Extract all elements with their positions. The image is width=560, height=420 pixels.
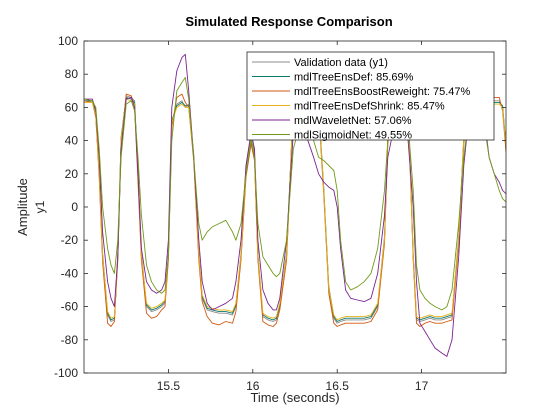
legend-box <box>246 51 495 141</box>
y-axis-label: Amplitude <box>15 178 30 236</box>
legend-label: mdlWaveletNet: 57.06% <box>294 115 412 127</box>
y-tick-label: 60 <box>65 100 79 114</box>
series-lines <box>84 53 506 357</box>
x-axis-label: Time (seconds) <box>250 390 339 405</box>
chart-title: Simulated Response Comparison <box>185 14 392 29</box>
series-line-5 <box>84 77 506 311</box>
y-tick-label: -80 <box>61 333 79 347</box>
channel-label: y1 <box>33 200 47 213</box>
series-line-3 <box>84 98 506 321</box>
y-tick-label: 20 <box>65 167 79 181</box>
x-axis-ticks: 15.5 16 16.5 17 <box>157 41 429 393</box>
x-tick-label: 16.5 <box>326 379 350 393</box>
x-tick-label: 17 <box>415 379 429 393</box>
y-axis-ticks: -100 -80 -60 -40 -20 0 20 40 60 80 100 <box>54 34 506 380</box>
y-tick-label: -20 <box>61 233 79 247</box>
legend-label: mdlTreeEnsDefShrink: 85.47% <box>294 101 445 113</box>
legend: Validation data (y1) mdlTreeEnsDef: 85.69… <box>246 51 495 142</box>
legend-label: Validation data (y1) <box>294 57 388 69</box>
series-line-4 <box>84 53 506 357</box>
y-tick-label: 40 <box>65 134 79 148</box>
legend-label: mdlTreeEnsBoostReweight: 75.47% <box>294 86 471 98</box>
y-tick-label: 100 <box>58 34 78 48</box>
y-tick-label: -40 <box>61 266 79 280</box>
x-tick-label: 15.5 <box>157 379 181 393</box>
legend-label: mdlTreeEnsDef: 85.69% <box>294 72 414 84</box>
legend-label: mdlSigmoidNet: 49.55% <box>294 130 412 142</box>
series-line-2 <box>84 93 506 327</box>
y-tick-label: -100 <box>54 366 78 380</box>
y-tick-label: -60 <box>61 300 79 314</box>
y-tick-label: 0 <box>71 200 78 214</box>
x-tick-label: 16 <box>246 379 260 393</box>
y-axis-label-group: Amplitude <box>15 178 30 236</box>
y-tick-label: 80 <box>65 67 79 81</box>
channel-label-group: y1 <box>33 200 47 213</box>
